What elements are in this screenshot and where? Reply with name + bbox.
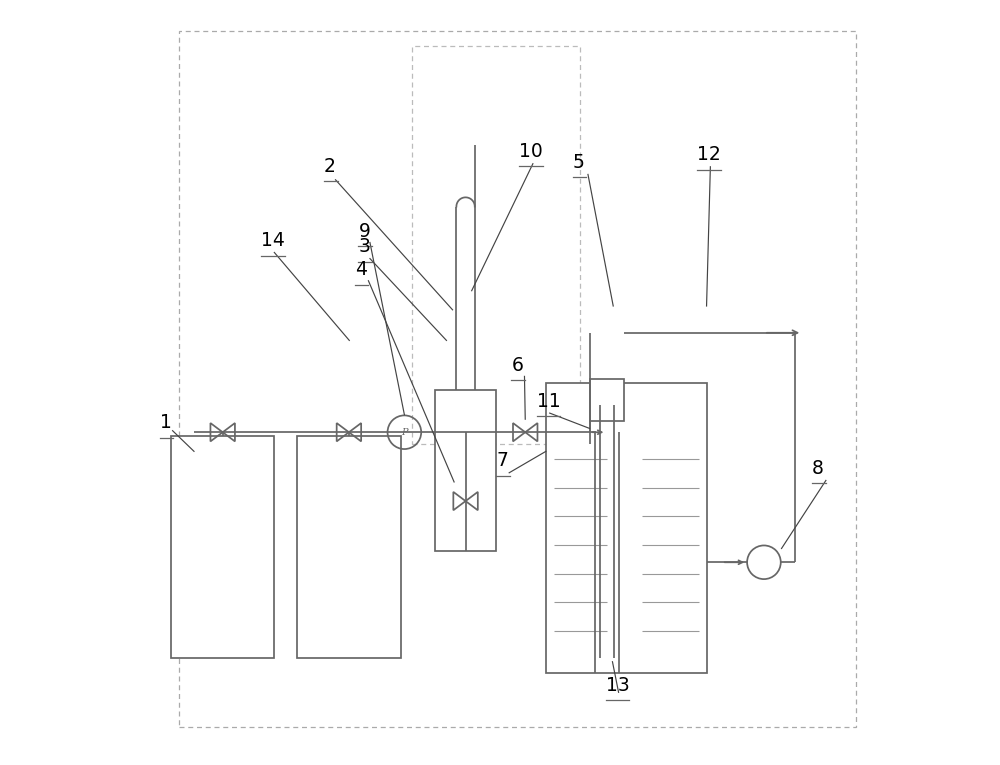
Bar: [590, 379, 624, 421]
Text: 1: 1: [160, 413, 171, 432]
Text: 8: 8: [812, 459, 824, 478]
Text: 12: 12: [697, 145, 721, 164]
Bar: [171, 436, 274, 658]
Text: 4: 4: [355, 260, 367, 279]
Text: 3: 3: [358, 237, 370, 256]
Text: 9: 9: [358, 222, 370, 241]
Bar: [546, 382, 707, 673]
Bar: [412, 46, 580, 444]
Bar: [435, 390, 496, 551]
Bar: [297, 436, 401, 658]
Text: 2: 2: [324, 157, 336, 176]
Text: 6: 6: [511, 356, 523, 375]
Bar: [179, 31, 856, 727]
Text: 11: 11: [537, 392, 560, 411]
Text: 10: 10: [519, 142, 543, 161]
Text: 13: 13: [606, 675, 629, 695]
Text: 14: 14: [261, 231, 285, 250]
Text: 5: 5: [573, 153, 585, 172]
Text: P: P: [401, 428, 408, 437]
Text: 7: 7: [496, 451, 508, 470]
